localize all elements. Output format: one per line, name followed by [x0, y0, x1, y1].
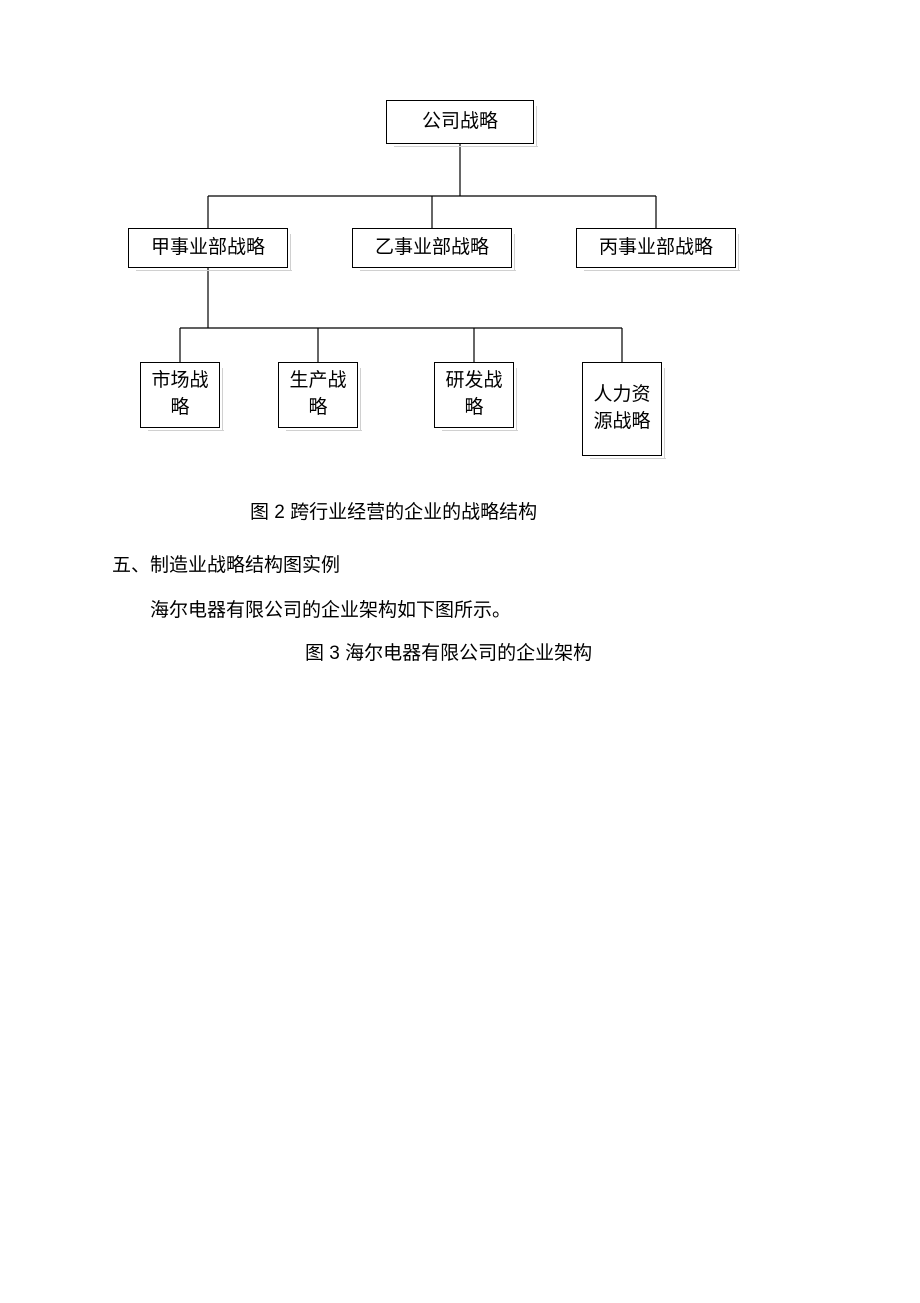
shadow: [590, 458, 666, 459]
shadow: [584, 270, 740, 271]
haier-intro: 海尔电器有限公司的企业架构如下图所示。: [150, 595, 511, 622]
node-hr-label: 人力资源战略: [591, 382, 653, 435]
node-div-b: 乙事业部战略: [352, 228, 512, 268]
node-div-a-label: 甲事业部战略: [151, 235, 265, 262]
node-root: 公司战略: [386, 100, 534, 144]
figure-3-caption-text: 图 3 海尔电器有限公司的企业架构: [305, 643, 592, 664]
section-5-heading: 五、制造业战略结构图实例: [112, 550, 340, 577]
node-market-label: 市场战略: [149, 368, 211, 421]
shadow: [136, 270, 292, 271]
node-div-c-label: 丙事业部战略: [599, 235, 713, 262]
figure-2-caption: 图 2 跨行业经营的企业的战略结构: [250, 497, 537, 524]
node-div-b-label: 乙事业部战略: [375, 235, 489, 262]
figure-2-caption-text: 图 2 跨行业经营的企业的战略结构: [250, 502, 537, 523]
shadow: [536, 106, 537, 146]
shadow: [148, 430, 224, 431]
node-rd-label: 研发战略: [443, 368, 505, 421]
node-div-c: 丙事业部战略: [576, 228, 736, 268]
section-5-heading-text: 五、制造业战略结构图实例: [112, 555, 340, 576]
node-root-label: 公司战略: [422, 109, 498, 136]
shadow: [290, 234, 291, 270]
shadow: [514, 234, 515, 270]
node-production-label: 生产战略: [287, 368, 349, 421]
shadow: [360, 368, 361, 430]
shadow: [664, 368, 665, 458]
node-rd: 研发战略: [434, 362, 514, 428]
strategy-tree-diagram: 公司战略 甲事业部战略 乙事业部战略 丙事业部战略 市场战略 生产战略 研发战略…: [0, 100, 920, 480]
shadow: [222, 368, 223, 430]
shadow: [516, 368, 517, 430]
node-production: 生产战略: [278, 362, 358, 428]
haier-intro-text: 海尔电器有限公司的企业架构如下图所示。: [150, 600, 511, 621]
shadow: [360, 270, 516, 271]
shadow: [738, 234, 739, 270]
node-hr: 人力资源战略: [582, 362, 662, 456]
shadow: [394, 146, 538, 147]
figure-3-caption: 图 3 海尔电器有限公司的企业架构: [305, 638, 592, 665]
node-div-a: 甲事业部战略: [128, 228, 288, 268]
shadow: [442, 430, 518, 431]
shadow: [286, 430, 362, 431]
node-market: 市场战略: [140, 362, 220, 428]
